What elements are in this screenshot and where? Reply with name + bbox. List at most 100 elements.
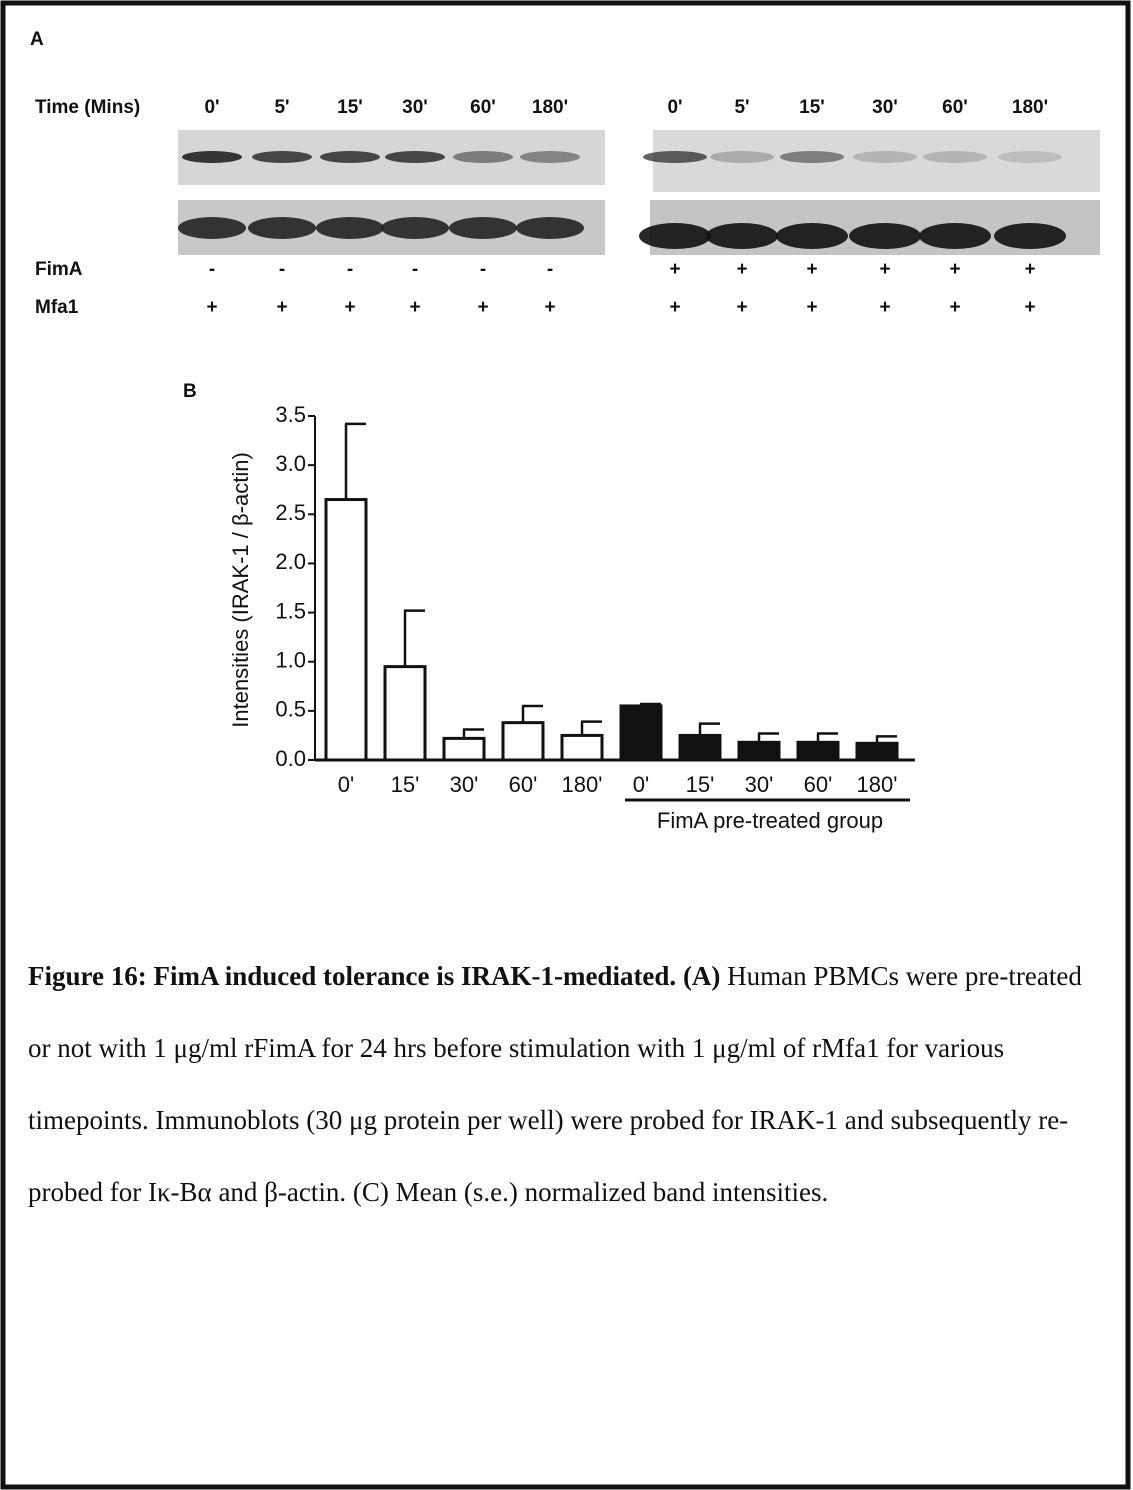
blot-band xyxy=(453,151,513,163)
blot-label: + xyxy=(949,297,960,318)
blot-label: + xyxy=(949,259,960,280)
caption-title: Figure 16: FimA induced tolerance is IRA… xyxy=(28,961,676,991)
blot-label: + xyxy=(806,297,817,318)
blot-band xyxy=(520,151,580,163)
blot-label: 30' xyxy=(402,97,428,118)
time-label: Time (Mins) xyxy=(35,97,140,118)
blot-label: - xyxy=(347,259,353,280)
y-axis-label: Intensities (IRAK-1 / β-actin) xyxy=(228,452,253,728)
blot-band xyxy=(385,151,445,163)
blot-label: + xyxy=(669,297,680,318)
bar xyxy=(798,742,838,760)
group-label: FimA pre-treated group xyxy=(657,808,883,833)
caption-text: Human PBMCs were pre-treated or not with… xyxy=(28,961,1082,1207)
blot-label: + xyxy=(669,259,680,280)
y-tick-label: 1.0 xyxy=(275,648,306,673)
blot-band xyxy=(643,151,707,163)
blot-label: + xyxy=(879,297,890,318)
blot-label: 5' xyxy=(274,97,289,118)
bar xyxy=(385,667,425,760)
blot-label: + xyxy=(409,297,420,318)
blot-band xyxy=(639,223,711,249)
blot-label: + xyxy=(879,259,890,280)
blot-band xyxy=(182,151,242,163)
blot-band xyxy=(776,223,848,249)
blot-band xyxy=(923,151,987,163)
blot-band xyxy=(248,217,316,239)
blot-label: 0' xyxy=(204,97,219,118)
blot-band xyxy=(706,223,778,249)
bar xyxy=(444,738,484,760)
blot-label: 0' xyxy=(667,97,682,118)
blot-label: 180' xyxy=(1012,97,1048,118)
blot-band xyxy=(252,151,312,163)
x-tick-label: 60' xyxy=(804,772,833,797)
y-tick-label: 0.0 xyxy=(275,746,306,771)
blot-band xyxy=(853,151,917,163)
blot-label: 5' xyxy=(734,97,749,118)
bar xyxy=(680,735,720,760)
y-tick-label: 3.0 xyxy=(275,451,306,476)
blot-band xyxy=(994,223,1066,249)
bar xyxy=(326,500,366,760)
x-tick-label: 30' xyxy=(450,772,479,797)
x-tick-label: 0' xyxy=(633,772,649,797)
blot-band xyxy=(780,151,844,163)
fima-label: FimA xyxy=(35,259,83,280)
blot-label: 60' xyxy=(942,97,968,118)
blot-band xyxy=(919,223,991,249)
blot-label: + xyxy=(736,259,747,280)
blot-label: - xyxy=(209,259,215,280)
blot-label: + xyxy=(1024,259,1035,280)
blot-band xyxy=(710,151,774,163)
blot-label: - xyxy=(279,259,285,280)
x-tick-label: 60' xyxy=(509,772,538,797)
x-tick-label: 15' xyxy=(686,772,715,797)
blot-band xyxy=(998,151,1062,163)
blot-band xyxy=(320,151,380,163)
blot-label: + xyxy=(736,297,747,318)
panel-label: A xyxy=(30,29,44,50)
mfa1-label: Mfa1 xyxy=(35,297,79,318)
blot-label: + xyxy=(544,297,555,318)
blot-band xyxy=(849,223,921,249)
x-tick-label: 0' xyxy=(338,772,354,797)
blot-label: + xyxy=(276,297,287,318)
blot-label: + xyxy=(206,297,217,318)
blot-label: - xyxy=(547,259,553,280)
x-tick-label: 30' xyxy=(745,772,774,797)
blot-label: + xyxy=(344,297,355,318)
y-tick-label: 3.5 xyxy=(275,402,306,427)
caption-ref: (A) xyxy=(683,961,720,991)
page: A Time (Mins) FimA Mfa1 B Intensities (I… xyxy=(0,0,1133,1490)
x-tick-label: 180' xyxy=(857,772,898,797)
y-tick-label: 0.5 xyxy=(275,697,306,722)
blot-band xyxy=(449,217,517,239)
blot-label: 60' xyxy=(470,97,496,118)
blot-band xyxy=(381,217,449,239)
bar xyxy=(857,743,897,760)
blot-label: - xyxy=(412,259,418,280)
blot-label: + xyxy=(1024,297,1035,318)
bar xyxy=(739,742,779,760)
blot-label: 15' xyxy=(799,97,825,118)
x-tick-label: 180' xyxy=(562,772,603,797)
blot-band xyxy=(316,217,384,239)
blot-label: - xyxy=(480,259,486,280)
blot-label: 180' xyxy=(532,97,568,118)
x-tick-label: 15' xyxy=(391,772,420,797)
bar xyxy=(503,723,543,760)
figure: A Time (Mins) FimA Mfa1 B Intensities (I… xyxy=(0,0,1133,1490)
bar xyxy=(621,706,661,760)
blot-label: 15' xyxy=(337,97,363,118)
blot-band xyxy=(516,217,584,239)
blot-label: + xyxy=(477,297,488,318)
blot-label: 30' xyxy=(872,97,898,118)
y-tick-label: 2.0 xyxy=(275,549,306,574)
panel-label: B xyxy=(183,381,197,402)
y-tick-label: 1.5 xyxy=(275,598,306,623)
y-tick-label: 2.5 xyxy=(275,500,306,525)
blot-label: + xyxy=(806,259,817,280)
bar xyxy=(562,735,602,760)
caption: Figure 16: FimA induced tolerance is IRA… xyxy=(28,940,1103,1228)
